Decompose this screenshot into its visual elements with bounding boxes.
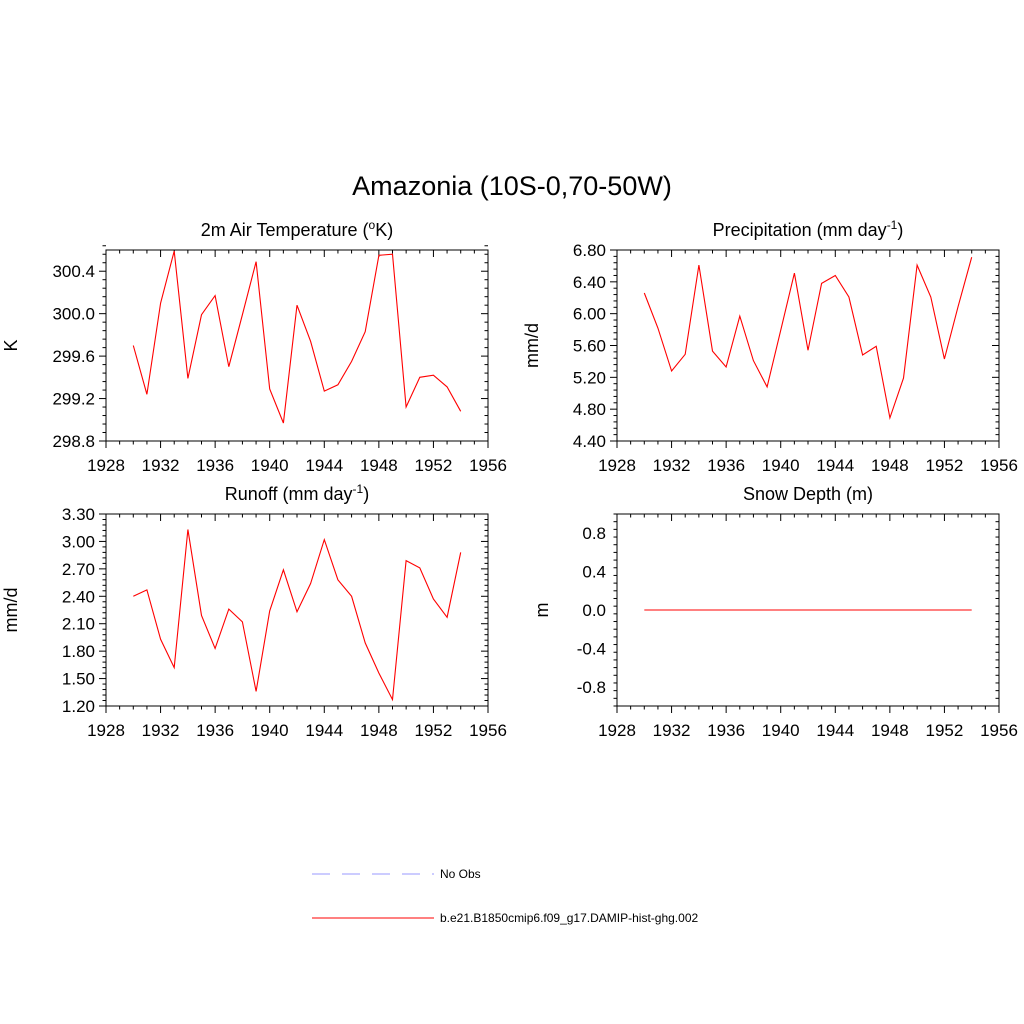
runoff-x-tick-label: 1940 <box>251 721 289 740</box>
snow-depth-x-tick-label: 1932 <box>653 721 691 740</box>
precipitation-panel: 1928 1932 1936 1940 1944 1948 1952 1956 4.40 4.80… <box>522 218 1018 475</box>
temperature-x-tick-label: 1952 <box>415 456 453 475</box>
runoff-y-tick-label: 1.50 <box>62 670 95 689</box>
snow-depth-y-tick-label: 0.0 <box>582 601 606 620</box>
runoff-y-tick-label: 2.10 <box>62 615 95 634</box>
snow-depth-x-tick-label: 1948 <box>871 721 909 740</box>
temperature-y-tick-label: 300.4 <box>52 262 95 281</box>
precipitation-x-tick-label: 1940 <box>762 456 800 475</box>
temperature-x-tick-label: 1956 <box>469 456 507 475</box>
snow-depth-y-tick-label: 0.8 <box>582 524 606 543</box>
temperature-y-tick-label: 300.0 <box>52 305 95 324</box>
precipitation-y-tick-label: 6.00 <box>573 305 606 324</box>
snow-depth-x-tick-label: 1956 <box>980 721 1018 740</box>
snow-depth-x-tick-label: 1936 <box>707 721 745 740</box>
temperature-x-tick-label: 1932 <box>142 456 180 475</box>
figure-title: Amazonia (10S-0,70-50W) <box>352 171 672 201</box>
runoff-x-tick-label: 1928 <box>87 721 125 740</box>
legend: No Obs b.e21.B1850cmip6.f09_g17.DAMIP-hi… <box>312 867 698 925</box>
snow-depth-x-tick-label: 1940 <box>762 721 800 740</box>
temperature-x-tick-label: 1940 <box>251 456 289 475</box>
runoff-y-tick-label: 1.20 <box>62 697 95 716</box>
temperature-x-tick-label: 1944 <box>305 456 343 475</box>
temperature-y-tick-label: 298.8 <box>52 432 95 451</box>
runoff-x-tick-label: 1932 <box>142 721 180 740</box>
snow-depth-y-tick-label: -0.4 <box>577 639 606 658</box>
runoff-y-tick-label: 1.80 <box>62 642 95 661</box>
runoff-y-axis-label: mm/d <box>1 588 21 633</box>
precipitation-y-tick-label: 4.80 <box>573 400 606 419</box>
temperature-panel: 1928 1932 1936 1940 1944 1948 1952 1956 298.8 299… <box>1 218 507 475</box>
chart-panels: 1928 1932 1936 1940 1944 1948 1952 1956 298.8 299… <box>1 218 1018 740</box>
snow-depth-panel-title: Snow Depth (m) <box>743 484 873 504</box>
runoff-y-tick-label: 2.70 <box>62 560 95 579</box>
runoff-x-tick-label: 1948 <box>360 721 398 740</box>
snow-depth-x-tick-label: 1952 <box>926 721 964 740</box>
snow-depth-y-axis-label: m <box>532 603 552 618</box>
precipitation-x-tick-label: 1948 <box>871 456 909 475</box>
runoff-panel: 1928 1932 1936 1940 1944 1948 1952 1956 1.20 1.50… <box>1 482 507 740</box>
precipitation-x-tick-label: 1936 <box>707 456 745 475</box>
precipitation-y-axis-label: mm/d <box>522 323 542 368</box>
snow-depth-x-tick-label: 1928 <box>598 721 636 740</box>
temperature-y-axis-label: K <box>1 339 21 351</box>
precipitation-y-tick-label: 6.80 <box>573 241 606 260</box>
runoff-x-tick-label: 1944 <box>305 721 343 740</box>
legend-label-no-obs: No Obs <box>440 867 481 881</box>
precipitation-x-tick-label: 1928 <box>598 456 636 475</box>
runoff-x-tick-label: 1936 <box>196 721 234 740</box>
snow-depth-x-tick-label: 1944 <box>816 721 854 740</box>
temperature-x-tick-label: 1936 <box>196 456 234 475</box>
temperature-panel-title: 2m Air Temperature (oK) <box>201 218 393 240</box>
precipitation-y-tick-label: 4.40 <box>573 432 606 451</box>
runoff-y-tick-label: 2.40 <box>62 587 95 606</box>
precipitation-x-tick-label: 1956 <box>980 456 1018 475</box>
runoff-panel-title: Runoff (mm day-1) <box>225 482 369 504</box>
precipitation-y-tick-label: 5.60 <box>573 337 606 356</box>
temperature-x-tick-label: 1928 <box>87 456 125 475</box>
precipitation-y-tick-label: 6.40 <box>573 273 606 292</box>
snow-depth-y-tick-label: -0.8 <box>577 678 606 697</box>
temperature-x-tick-label: 1948 <box>360 456 398 475</box>
precipitation-x-tick-label: 1952 <box>926 456 964 475</box>
runoff-x-tick-label: 1956 <box>469 721 507 740</box>
runoff-y-tick-label: 3.00 <box>62 532 95 551</box>
runoff-series-line <box>133 529 462 702</box>
temperature-y-tick-label: 299.2 <box>52 390 95 409</box>
precipitation-y-tick-label: 5.20 <box>573 368 606 387</box>
runoff-x-tick-label: 1952 <box>415 721 453 740</box>
snow-depth-panel: 1928 1932 1936 1940 1944 1948 1952 1956 -0.8 -0.4… <box>532 484 1018 740</box>
precipitation-x-tick-label: 1932 <box>653 456 691 475</box>
temperature-y-tick-label: 299.6 <box>52 347 95 366</box>
precipitation-series-line <box>643 257 973 421</box>
runoff-y-tick-label: 3.30 <box>62 505 95 524</box>
temperature-series-line <box>132 250 462 424</box>
precipitation-panel-title: Precipitation (mm day-1) <box>713 218 904 240</box>
precipitation-x-tick-label: 1944 <box>816 456 854 475</box>
legend-label-model: b.e21.B1850cmip6.f09_g17.DAMIP-hist-ghg.… <box>440 911 698 925</box>
snow-depth-y-tick-label: 0.4 <box>582 563 606 582</box>
